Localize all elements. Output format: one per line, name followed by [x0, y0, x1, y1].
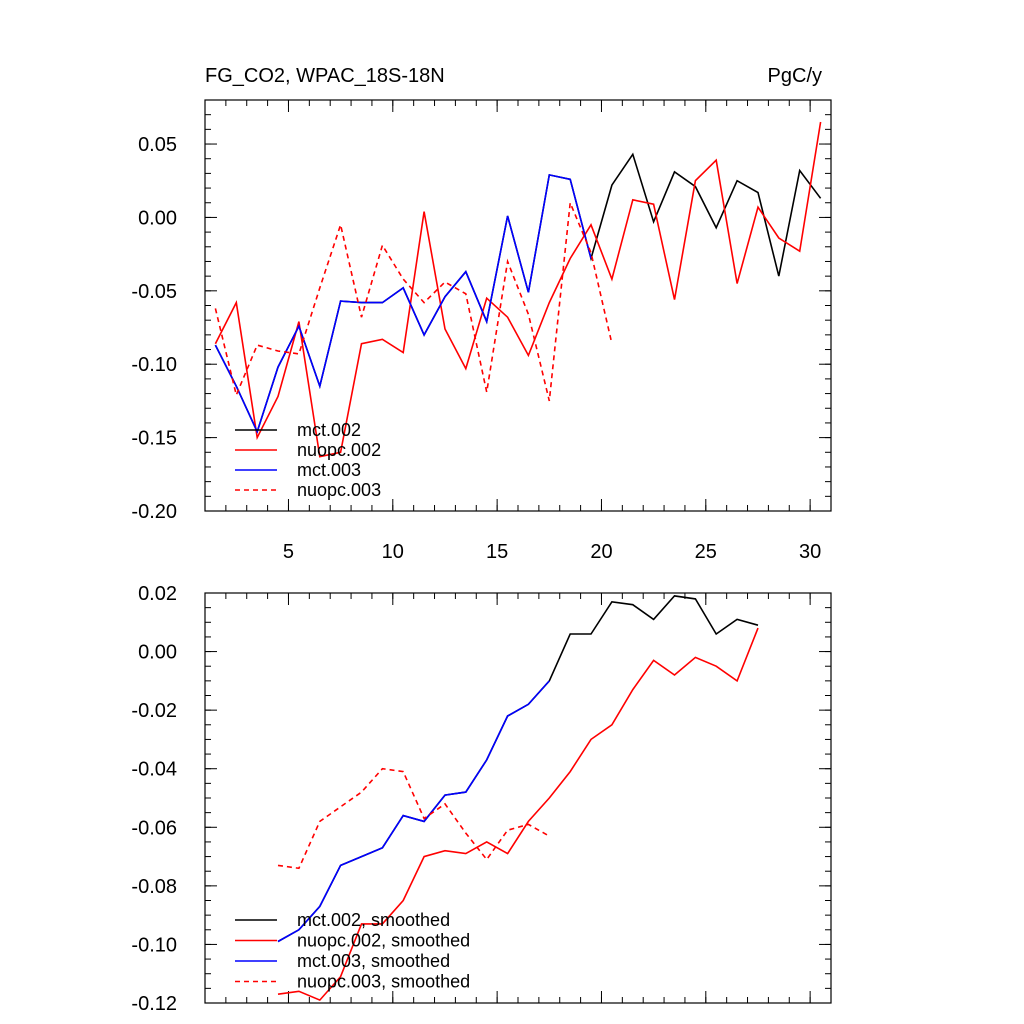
series-line-nuopc-002: [214, 121, 822, 458]
series-line-nuopc-003-smoothed: [277, 767, 550, 870]
x-tick-label: 5: [283, 541, 294, 563]
legend-label: nuopc.002, smoothed: [297, 931, 470, 951]
y-tick-label: -0.05: [131, 281, 177, 303]
y-tick-label: -0.20: [131, 501, 177, 523]
legend-label: mct.003, smoothed: [297, 951, 450, 971]
legend-label: mct.002: [297, 420, 361, 440]
y-tick-label: 0.05: [138, 134, 177, 156]
bottom-series-group: [277, 595, 759, 1002]
legend-label: nuopc.002: [297, 440, 381, 460]
x-tick-label: 25: [695, 541, 717, 563]
top-ticks: -0.20 -0.15 -0.10 -0.05 0.00 0.05 5 10 15 20 25 30: [131, 99, 832, 563]
y-tick-label: -0.15: [131, 428, 177, 450]
top-title-right: PgC/y: [768, 65, 822, 87]
y-tick-label: -0.08: [131, 876, 177, 898]
series-line-mct-003-smoothed: [277, 680, 550, 943]
top-series-group: [214, 121, 822, 458]
top-title-left: FG_CO2, WPAC_18S-18N: [205, 65, 445, 87]
x-tick-label: 30: [799, 541, 821, 563]
legend-label: nuopc.003, smoothed: [297, 972, 470, 992]
series-line-mct-003: [214, 173, 592, 434]
y-tick-label: 0.00: [138, 207, 177, 229]
x-tick-label: 10: [382, 541, 404, 563]
legend-label: mct.002, smoothed: [297, 910, 450, 930]
y-tick-label: -0.10: [131, 934, 177, 956]
bottom-ticks: -0.12 -0.10 -0.08 -0.06 -0.04 -0.02 0.00 0.02: [131, 583, 832, 1015]
y-tick-label: -0.10: [131, 354, 177, 376]
top-panel: FG_CO2, WPAC_18S-18N PgC/y -0.20-0.15-0.…: [131, 65, 832, 563]
bottom-panel: -0.12 -0.10 -0.08 -0.06 -0.04 -0.02 0.00 0.02 m…: [131, 583, 832, 1015]
y-tick-label: 0.02: [138, 583, 177, 605]
y-tick-label: 0.00: [138, 642, 177, 664]
y-tick-label: -0.04: [131, 759, 177, 781]
y-tick-label: -0.02: [131, 700, 177, 722]
y-tick-label: -0.12: [131, 993, 177, 1015]
y-tick-label: -0.06: [131, 817, 177, 839]
series-line-nuopc-002-smoothed: [277, 627, 759, 1002]
legend-label: mct.003: [297, 460, 361, 480]
x-tick-label: 15: [486, 541, 508, 563]
x-tick-label: 20: [590, 541, 612, 563]
legend-label: nuopc.003: [297, 480, 381, 500]
